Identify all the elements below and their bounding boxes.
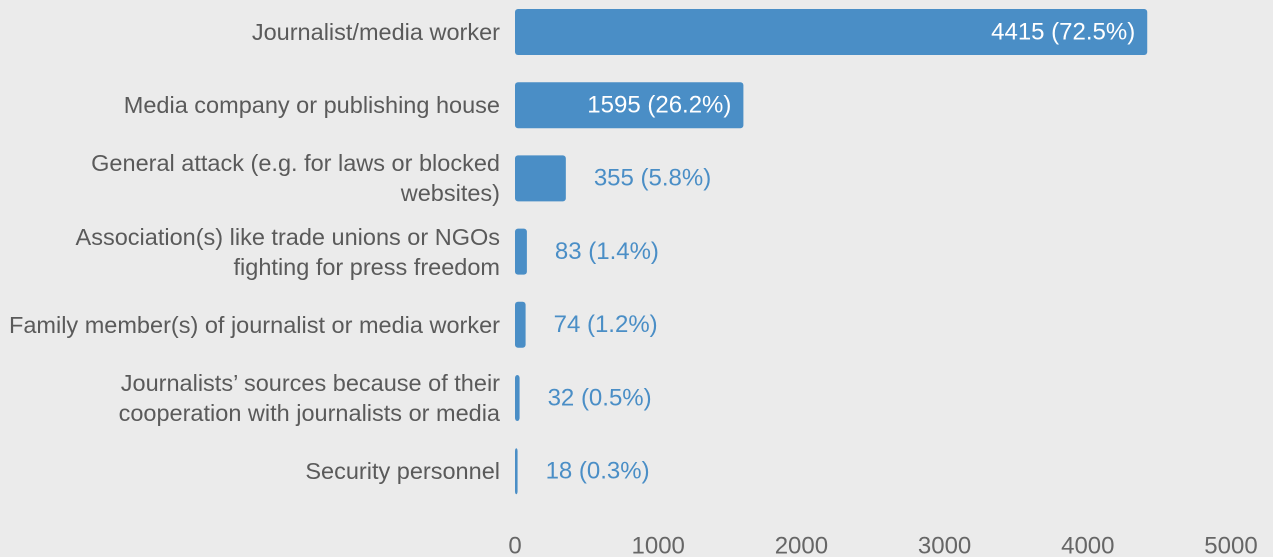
y-tick-label: Journalists’ sources because of their co… — [118, 370, 500, 426]
value-label: 32 (0.5%) — [548, 384, 652, 411]
value-label: 4415 (72.5%) — [991, 18, 1135, 45]
bar — [515, 375, 520, 421]
x-tick-label: 5000 — [1204, 532, 1257, 557]
y-tick-label: Family member(s) of journalist or media … — [8, 311, 500, 338]
y-tick-label: Journalist/media worker — [251, 19, 500, 45]
bar — [515, 301, 526, 348]
value-label: 1595 (26.2%) — [587, 92, 731, 119]
bar — [515, 448, 518, 495]
value-label: 18 (0.3%) — [546, 458, 650, 485]
value-label: 355 (5.8%) — [594, 165, 711, 192]
bar — [515, 155, 566, 202]
y-tick-label: Security personnel — [305, 458, 500, 485]
y-tick-label: General attack (e.g. for laws or blocked… — [91, 150, 500, 207]
bar — [515, 9, 1148, 55]
x-tick-label: 0 — [508, 532, 521, 557]
x-tick-label: 1000 — [632, 532, 685, 557]
x-tick-label: 4000 — [1061, 532, 1114, 557]
x-tick-label: 3000 — [918, 532, 971, 557]
bar — [515, 82, 744, 129]
x-tick-label: 2000 — [775, 532, 828, 557]
bar — [515, 228, 527, 275]
value-label: 83 (1.4%) — [555, 238, 659, 265]
value-label: 74 (1.2%) — [554, 311, 658, 338]
y-tick-label: Media company or publishing house — [123, 92, 500, 119]
y-tick-label: Association(s) like trade unions or NGOs… — [75, 223, 500, 280]
